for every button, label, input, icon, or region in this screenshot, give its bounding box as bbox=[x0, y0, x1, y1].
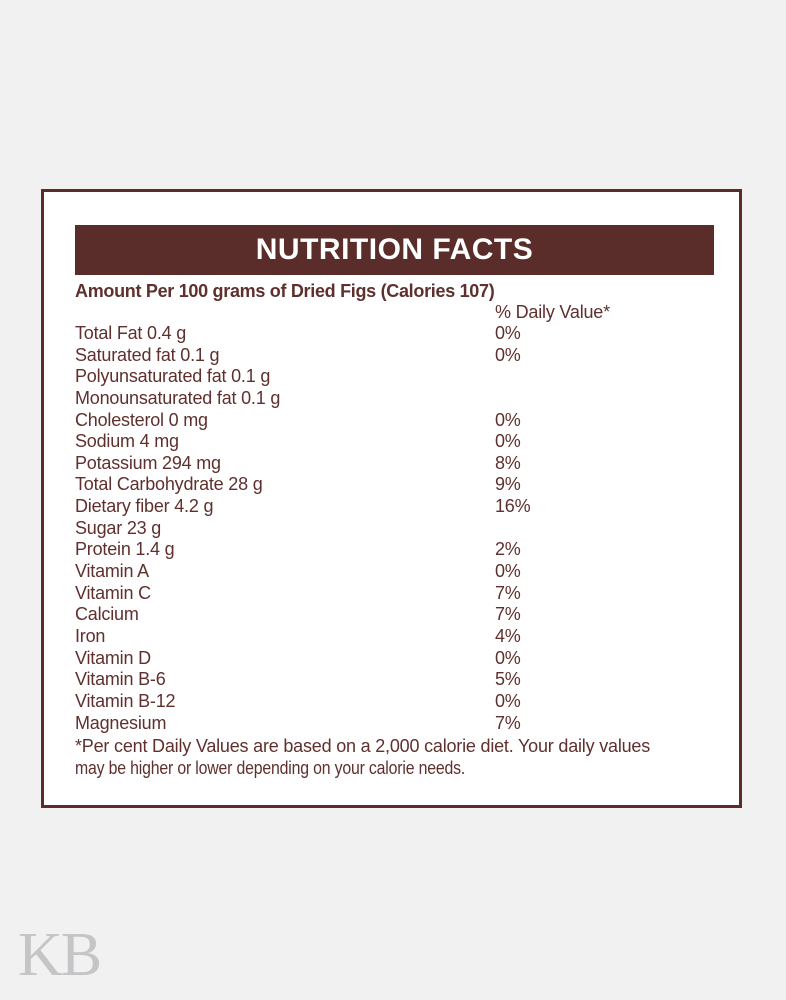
nutrition-label-card: NUTRITION FACTS Amount Per 100 grams of … bbox=[41, 189, 742, 808]
nutrition-facts-title: NUTRITION FACTS bbox=[255, 233, 534, 266]
nutrient-row: Total Carbohydrate 28 g 9% bbox=[75, 474, 720, 496]
nutrient-daily-value: 0% bbox=[495, 690, 521, 711]
nutrient-name: Vitamin B-6 bbox=[75, 669, 166, 690]
nutrient-row: Sodium 4 mg 0% bbox=[75, 431, 720, 453]
nutrient-name: Polyunsaturated fat 0.1 g bbox=[75, 366, 271, 387]
nutrient-name: Vitamin B-12 bbox=[75, 690, 176, 711]
nutrient-name: Vitamin D bbox=[75, 647, 151, 668]
nutrient-table: Total Fat 0.4 g 0% Saturated fat 0.1 g 0% Po… bbox=[75, 323, 720, 734]
nutrient-name: Vitamin A bbox=[75, 561, 149, 582]
nutrient-name: Sugar 23 g bbox=[75, 517, 162, 538]
daily-value-column-header: % Daily Value* bbox=[495, 302, 610, 322]
nutrient-daily-value: 0% bbox=[495, 431, 521, 452]
nutrient-daily-value: 5% bbox=[495, 669, 521, 690]
nutrient-daily-value: 9% bbox=[495, 474, 521, 495]
serving-info-heading: Amount Per 100 grams of Dried Figs (Calo… bbox=[75, 281, 495, 301]
nutrient-row: Saturated fat 0.1 g 0% bbox=[75, 345, 720, 367]
nutrient-name: Total Fat 0.4 g bbox=[75, 323, 187, 343]
nutrient-name: Vitamin C bbox=[75, 582, 151, 603]
nutrient-row: Monounsaturated fat 0.1 g bbox=[75, 388, 720, 410]
nutrient-daily-value: 2% bbox=[495, 539, 521, 560]
nutrient-daily-value: 8% bbox=[495, 452, 521, 473]
nutrient-name: Cholesterol 0 mg bbox=[75, 409, 208, 430]
nutrient-row: Dietary fiber 4.2 g 16% bbox=[75, 496, 720, 518]
nutrient-row: Vitamin C 7% bbox=[75, 583, 720, 605]
nutrient-row: Vitamin B-12 0% bbox=[75, 691, 720, 713]
nutrient-row: Calcium 7% bbox=[75, 604, 720, 626]
nutrient-daily-value: 0% bbox=[495, 647, 521, 668]
nutrient-name: Iron bbox=[75, 625, 106, 646]
nutrient-row: Cholesterol 0 mg 0% bbox=[75, 410, 720, 432]
nutrient-name: Saturated fat 0.1 g bbox=[75, 344, 220, 365]
nutrient-daily-value: 0% bbox=[495, 561, 521, 582]
nutrient-name: Protein 1.4 g bbox=[75, 539, 175, 560]
kb-watermark: KB bbox=[18, 921, 102, 989]
footnote-line-2: may be higher or lower depending on your… bbox=[75, 757, 466, 778]
nutrient-name: Total Carbohydrate 28 g bbox=[75, 474, 263, 495]
nutrient-row: Total Fat 0.4 g 0% bbox=[75, 323, 720, 345]
nutrient-row: Polyunsaturated fat 0.1 g bbox=[75, 366, 720, 388]
nutrient-row: Magnesium 7% bbox=[75, 713, 720, 735]
nutrient-name: Sodium 4 mg bbox=[75, 431, 179, 452]
footnote: *Per cent Daily Values are based on a 2,… bbox=[75, 736, 740, 779]
nutrient-daily-value: 0% bbox=[495, 409, 521, 430]
nutrient-daily-value: 0% bbox=[495, 323, 521, 343]
nutrient-name: Calcium bbox=[75, 604, 139, 625]
nutrient-name: Magnesium bbox=[75, 712, 167, 733]
nutrient-row: Vitamin A 0% bbox=[75, 561, 720, 583]
nutrient-daily-value: 0% bbox=[495, 344, 521, 365]
nutrient-daily-value: 4% bbox=[495, 625, 521, 646]
nutrient-row: Potassium 294 mg 8% bbox=[75, 453, 720, 475]
nutrient-daily-value: 16% bbox=[495, 496, 531, 517]
nutrient-row: Vitamin B-6 5% bbox=[75, 669, 720, 691]
nutrient-row: Vitamin D 0% bbox=[75, 648, 720, 670]
nutrient-daily-value: 7% bbox=[495, 582, 521, 603]
footnote-line-1: *Per cent Daily Values are based on a 2,… bbox=[75, 736, 651, 756]
nutrient-name: Monounsaturated fat 0.1 g bbox=[75, 387, 281, 408]
nutrient-row: Sugar 23 g bbox=[75, 518, 720, 540]
nutrient-row: Iron 4% bbox=[75, 626, 720, 648]
nutrition-facts-header-bar: NUTRITION FACTS bbox=[75, 225, 714, 275]
nutrient-daily-value: 7% bbox=[495, 712, 521, 733]
nutrient-row: Protein 1.4 g 2% bbox=[75, 539, 720, 561]
nutrient-name: Potassium 294 mg bbox=[75, 452, 221, 473]
nutrient-name: Dietary fiber 4.2 g bbox=[75, 496, 214, 517]
nutrient-daily-value: 7% bbox=[495, 604, 521, 625]
